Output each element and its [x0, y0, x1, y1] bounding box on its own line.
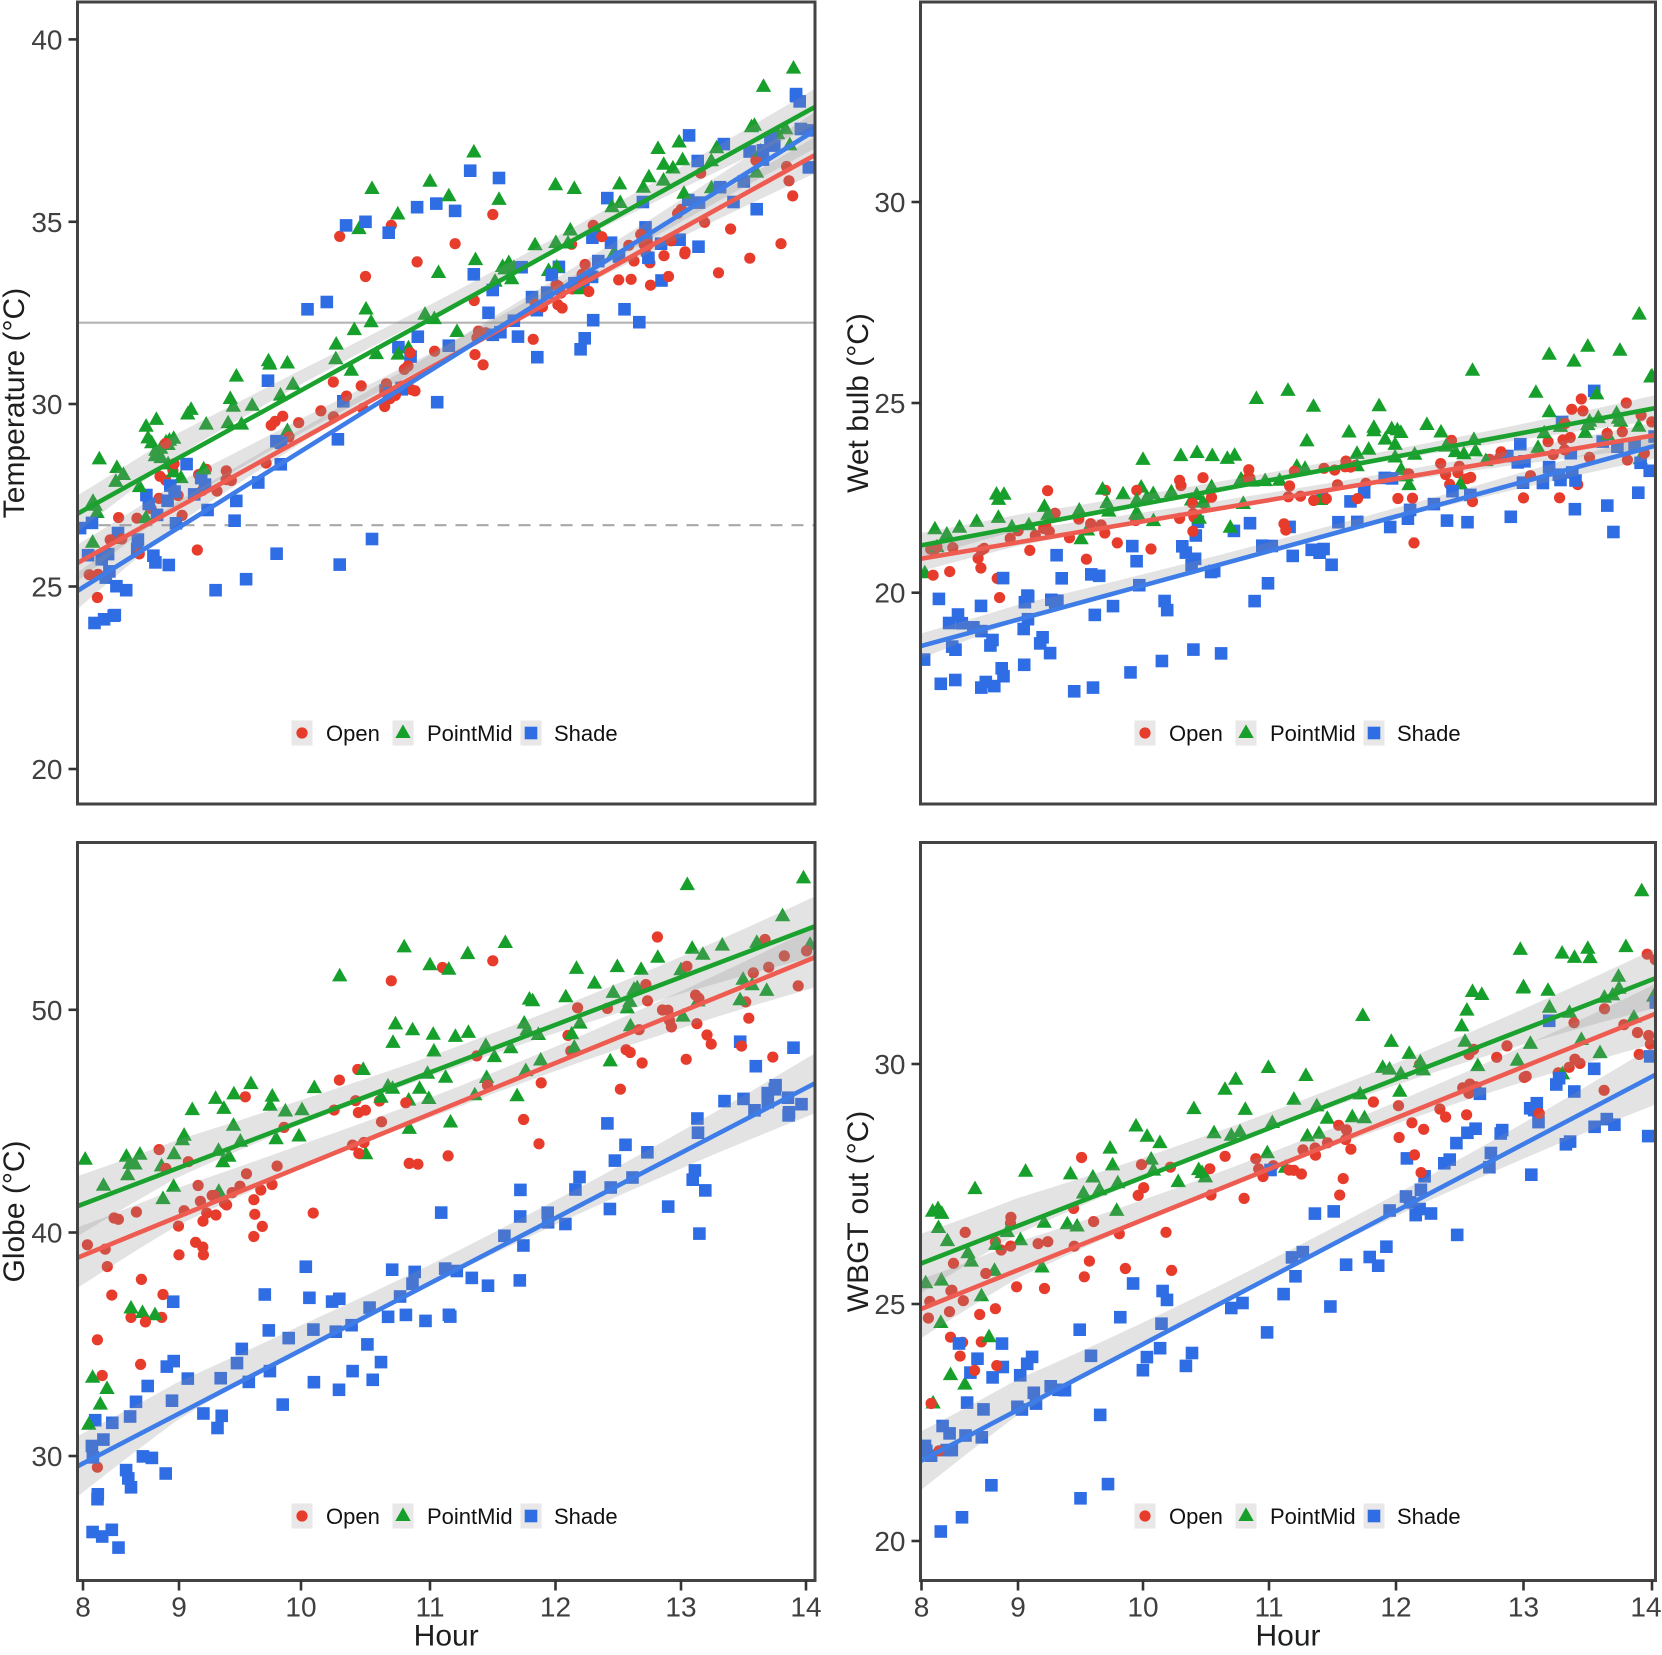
svg-text:50: 50 [31, 995, 62, 1026]
svg-text:14: 14 [790, 1592, 821, 1623]
svg-text:PointMid: PointMid [1270, 721, 1356, 746]
svg-text:Hour: Hour [1255, 1620, 1320, 1651]
svg-text:Globe (°C): Globe (°C) [0, 1140, 31, 1282]
svg-text:Shade: Shade [1397, 1504, 1461, 1529]
svg-text:30: 30 [874, 187, 905, 218]
svg-text:40: 40 [31, 24, 62, 55]
svg-text:Wet bulb (°C): Wet bulb (°C) [842, 313, 875, 493]
svg-text:13: 13 [665, 1592, 696, 1623]
svg-text:Hour: Hour [414, 1620, 479, 1651]
svg-text:12: 12 [1380, 1592, 1411, 1623]
svg-text:25: 25 [31, 572, 62, 603]
svg-text:14: 14 [1630, 1592, 1661, 1623]
svg-text:13: 13 [1508, 1592, 1539, 1623]
svg-text:25: 25 [874, 1289, 905, 1320]
svg-text:30: 30 [874, 1049, 905, 1080]
svg-text:25: 25 [874, 388, 905, 419]
svg-text:11: 11 [415, 1592, 444, 1623]
svg-text:10: 10 [1127, 1592, 1158, 1623]
svg-text:10: 10 [285, 1592, 316, 1623]
svg-text:30: 30 [31, 389, 62, 420]
svg-text:11: 11 [1254, 1592, 1283, 1623]
svg-text:9: 9 [171, 1592, 187, 1623]
svg-text:PointMid: PointMid [427, 721, 513, 746]
svg-text:Open: Open [1169, 721, 1223, 746]
svg-text:8: 8 [75, 1592, 91, 1623]
svg-text:40: 40 [31, 1218, 62, 1249]
svg-text:PointMid: PointMid [427, 1504, 513, 1529]
svg-text:Open: Open [326, 1504, 380, 1529]
svg-text:PointMid: PointMid [1270, 1504, 1356, 1529]
svg-text:20: 20 [874, 1526, 905, 1557]
svg-text:30: 30 [31, 1441, 62, 1472]
svg-text:Shade: Shade [554, 721, 618, 746]
svg-text:20: 20 [31, 754, 62, 785]
svg-text:35: 35 [31, 207, 62, 238]
svg-text:Temperature (°C): Temperature (°C) [0, 288, 31, 518]
svg-text:20: 20 [874, 578, 905, 609]
svg-text:9: 9 [1010, 1592, 1026, 1623]
svg-text:Shade: Shade [554, 1504, 618, 1529]
svg-text:Open: Open [326, 721, 380, 746]
svg-text:WBGT out (°C): WBGT out (°C) [842, 1111, 875, 1312]
svg-text:Open: Open [1169, 1504, 1223, 1529]
svg-text:12: 12 [540, 1592, 571, 1623]
svg-text:Shade: Shade [1397, 721, 1461, 746]
svg-text:8: 8 [914, 1592, 930, 1623]
